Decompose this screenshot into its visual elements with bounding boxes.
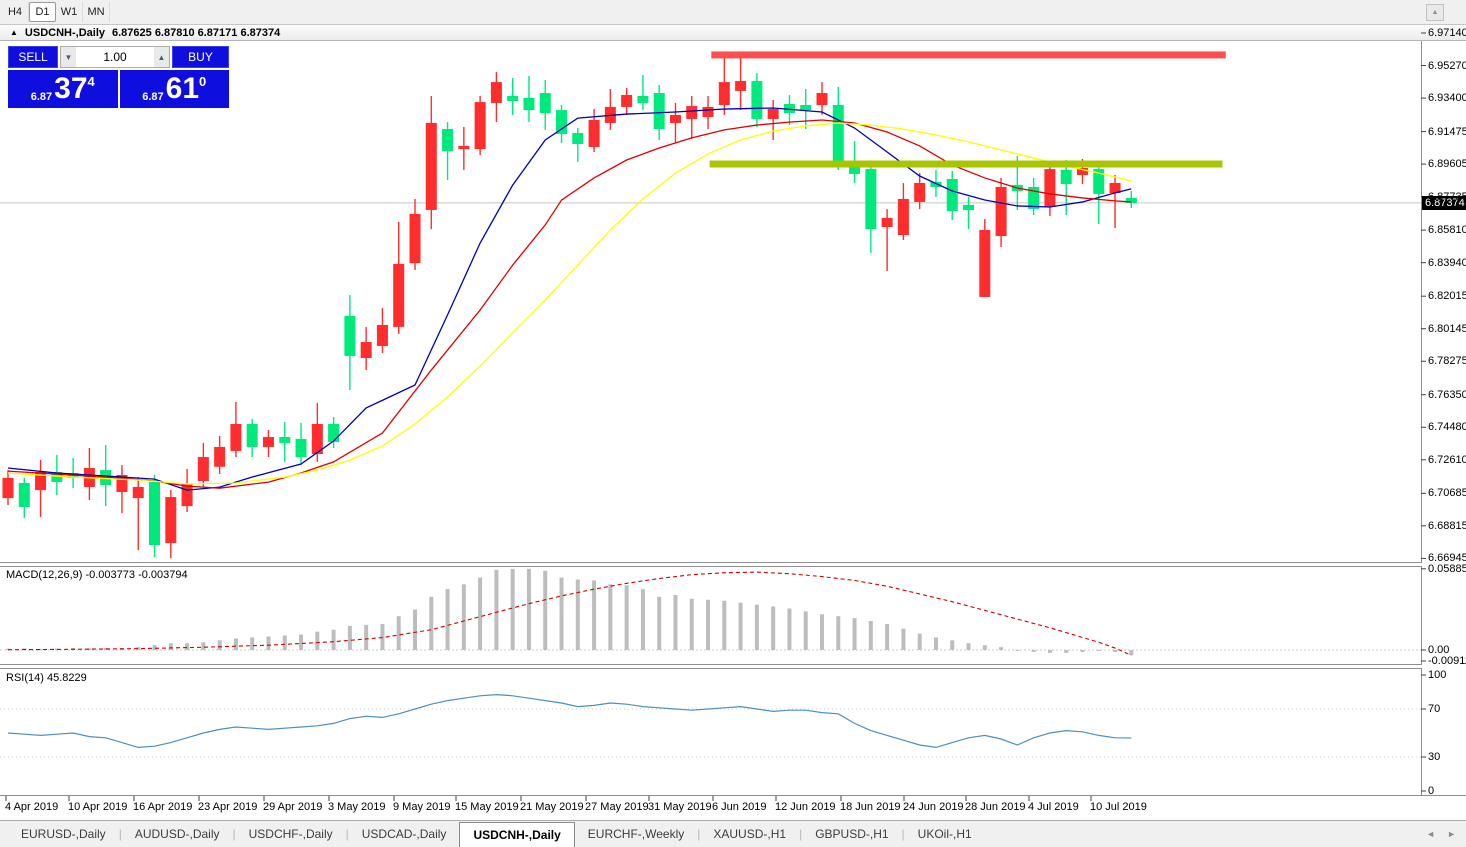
toolbar-more-button[interactable]: ▲ xyxy=(1426,4,1444,21)
volume-stepper: ▼ ▲ xyxy=(60,46,170,68)
sell-price-big-digits: 37 xyxy=(54,72,88,105)
one-click-trading-panel: SELL ▼ ▲ BUY 6.87 37 4 6.87 61 0 xyxy=(8,46,229,108)
chart-tab-eurusd-daily[interactable]: EURUSD-,Daily xyxy=(21,827,106,841)
chart-tab-xauusd-h1[interactable]: XAUUSD-,H1 xyxy=(713,827,787,841)
date-axis-label: 31 May 2019 xyxy=(648,801,712,813)
timeframe-button-d1[interactable]: D1 xyxy=(29,2,56,22)
chart-symbol-title: USDCNH-,Daily xyxy=(24,27,105,39)
trade-controls-row: SELL ▼ ▲ BUY xyxy=(8,46,229,68)
date-axis-label: 3 May 2019 xyxy=(328,801,386,813)
tab-scroll-buttons: ◄ ► xyxy=(1426,821,1466,847)
price-axis-label: 6.80145 xyxy=(1428,322,1466,335)
price-axis-label: 6.78275 xyxy=(1428,355,1466,368)
macd-indicator-label: MACD(12,26,9) -0.003773 -0.003794 xyxy=(6,569,188,581)
sell-price-display[interactable]: 6.87 37 4 xyxy=(8,70,118,108)
date-axis-label: 24 Jun 2019 xyxy=(903,801,964,813)
buy-price-big-digits: 61 xyxy=(165,72,200,105)
chart-title-bar: ▲ USDCNH-,Daily 6.87625 6.87810 6.87171 … xyxy=(0,26,1466,41)
rsi-axis-label: 0 xyxy=(1428,785,1435,797)
tab-separator: | xyxy=(799,827,803,841)
chart-ohlc-values: 6.87625 6.87810 6.87171 6.87374 xyxy=(112,27,281,39)
trade-prices-row: 6.87 37 4 6.87 61 0 xyxy=(8,70,229,108)
date-axis-border xyxy=(0,795,1466,796)
price-axis-label: 6.76350 xyxy=(1428,388,1466,401)
price-axis-label: 6.74480 xyxy=(1428,421,1466,434)
buy-price-pip-digit: 0 xyxy=(199,74,207,89)
price-axis-label: 6.70685 xyxy=(1428,487,1466,500)
price-axis-label: 6.95270 xyxy=(1428,59,1466,72)
pane-separator-main-macd[interactable] xyxy=(0,562,1422,567)
chart-tab-eurchf-weekly[interactable]: EURCHF-,Weekly xyxy=(587,827,685,841)
date-axis-label: 4 Apr 2019 xyxy=(5,801,59,813)
tab-separator: | xyxy=(232,827,236,841)
macd-axis-label: -0.009116 xyxy=(1428,655,1466,667)
rsi-axis-label: 30 xyxy=(1428,751,1441,763)
price-axis-label: 6.89605 xyxy=(1428,158,1466,171)
buy-price-display[interactable]: 6.87 61 0 xyxy=(119,70,229,108)
date-axis-label: 28 Jun 2019 xyxy=(965,801,1026,813)
date-axis-label: 15 May 2019 xyxy=(455,801,519,813)
price-axis-label: 6.82015 xyxy=(1428,290,1466,303)
date-axis-label: 6 Jun 2019 xyxy=(712,801,767,813)
date-axis-label: 21 May 2019 xyxy=(520,801,584,813)
chart-tab-usdcnh-daily[interactable]: USDCNH-,Daily xyxy=(459,822,575,847)
price-axis-label: 6.97140 xyxy=(1428,27,1466,39)
date-axis-label: 16 Apr 2019 xyxy=(133,801,193,813)
price-axis-label: 6.83940 xyxy=(1428,256,1466,269)
sell-price-prefix: 6.87 xyxy=(30,91,53,103)
tab-scroll-left-icon[interactable]: ◄ xyxy=(1426,829,1436,839)
chart-tab-usdchf-daily[interactable]: USDCHF-,Daily xyxy=(248,827,333,841)
tab-separator: | xyxy=(901,827,905,841)
price-axis-label: 6.87735 xyxy=(1428,190,1466,203)
macd-axis-label: 0.00 xyxy=(1428,644,1450,656)
timeframe-button-mn[interactable]: MN xyxy=(83,2,110,22)
date-axis-label: 23 Apr 2019 xyxy=(198,801,258,813)
chart-tab-gbpusd-h1[interactable]: GBPUSD-,H1 xyxy=(815,827,889,841)
rsi-axis-label: 70 xyxy=(1428,703,1441,715)
buy-button[interactable]: BUY xyxy=(172,46,229,68)
volume-increase-icon[interactable]: ▲ xyxy=(154,47,169,67)
price-axis-label: 6.85810 xyxy=(1428,224,1466,237)
tab-scroll-right-icon[interactable]: ► xyxy=(1447,829,1456,839)
tab-separator: | xyxy=(118,827,122,841)
date-axis-label: 29 Apr 2019 xyxy=(263,801,323,813)
buy-price-prefix: 6.87 xyxy=(142,91,164,103)
date-axis-label: 10 Apr 2019 xyxy=(68,801,128,813)
rsi-axis-label: 100 xyxy=(1428,669,1447,681)
macd-axis-label: 0.058851 xyxy=(1428,562,1466,575)
chart-tab-usdcad-daily[interactable]: USDCAD-,Daily xyxy=(361,827,447,841)
chart-tab-bar: EURUSD-,Daily | AUDUSD-,Daily | USDCHF-,Dail… xyxy=(0,820,1466,847)
collapse-chart-icon[interactable]: ▲ xyxy=(10,28,18,37)
date-axis-label: 18 Jun 2019 xyxy=(840,801,901,813)
chart-tab-audusd-daily[interactable]: AUDUSD-,Daily xyxy=(134,827,220,841)
date-axis-label: 10 Jul 2019 xyxy=(1090,801,1147,813)
volume-input[interactable] xyxy=(76,47,154,67)
current-price-tag: 6.87374 xyxy=(1422,195,1466,210)
tab-separator: | xyxy=(697,827,701,841)
price-axis-label: 6.91475 xyxy=(1428,125,1466,138)
timeframe-toolbar: H4 D1 W1 MN ▲ xyxy=(0,0,1466,25)
date-axis-label: 9 May 2019 xyxy=(393,801,451,813)
date-axis-label: 12 Jun 2019 xyxy=(775,801,836,813)
volume-decrease-icon[interactable]: ▼ xyxy=(61,47,76,67)
tab-separator: | xyxy=(345,827,349,841)
price-axis-label: 6.68815 xyxy=(1428,519,1466,532)
sell-price-pip-digit: 4 xyxy=(87,74,95,89)
chart-tab-ukoil-h1[interactable]: UKOil-,H1 xyxy=(917,827,972,841)
price-axis-label: 6.66945 xyxy=(1428,552,1466,565)
date-axis-label: 27 May 2019 xyxy=(585,801,649,813)
pane-separator-macd-rsi[interactable] xyxy=(0,664,1422,669)
date-axis-label: 4 Jul 2019 xyxy=(1028,801,1079,813)
timeframe-button-h4[interactable]: H4 xyxy=(2,2,29,22)
price-axis-label: 6.72610 xyxy=(1428,453,1466,466)
price-axis-label: 6.93400 xyxy=(1428,92,1466,105)
timeframe-button-w1[interactable]: W1 xyxy=(56,2,83,22)
rsi-indicator-label: RSI(14) 45.8229 xyxy=(6,672,87,684)
sell-button[interactable]: SELL xyxy=(8,46,58,68)
